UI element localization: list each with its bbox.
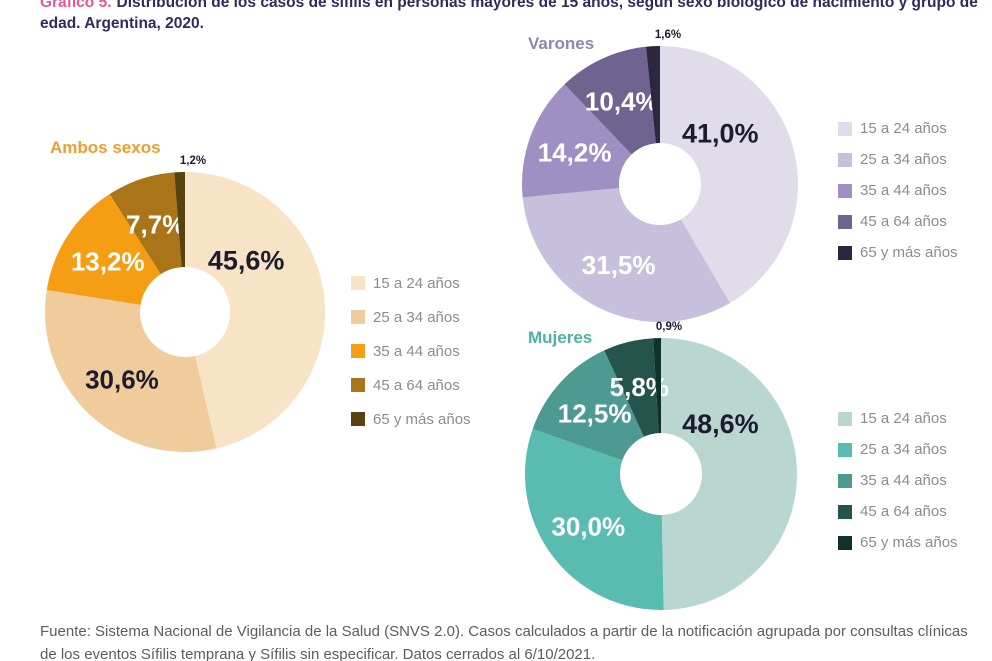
slice-percentage-label: 41,0% bbox=[682, 118, 759, 148]
legend-label: 35 a 44 años bbox=[860, 472, 947, 489]
slice-percentage-label: 7,7% bbox=[126, 209, 185, 239]
legend-swatch bbox=[838, 473, 852, 488]
legend-swatch bbox=[838, 411, 852, 426]
legend-label: 35 a 44 años bbox=[373, 342, 460, 360]
legend-swatch bbox=[351, 276, 365, 290]
legend-swatch bbox=[838, 152, 852, 167]
figure-title-text: Distribución de los casos de sífilis en … bbox=[40, 0, 978, 32]
slice-percentage-label: 45,6% bbox=[208, 246, 285, 276]
pie-slice bbox=[522, 84, 632, 198]
legend-label: 15 a 24 años bbox=[860, 410, 947, 427]
slice-percentage-label: 0,9% bbox=[656, 321, 682, 333]
legend-label: 45 a 64 años bbox=[373, 376, 460, 394]
pie-slice bbox=[653, 338, 661, 434]
legend-swatch bbox=[838, 504, 852, 519]
source-note: Fuente: Sistema Nacional de Vigilancia d… bbox=[40, 623, 968, 661]
legend-label: 15 a 24 años bbox=[860, 120, 947, 137]
slice-percentage-label: 1,2% bbox=[180, 155, 206, 167]
legend-ambos-sexos: 15 a 24 años 25 a 34 años 35 a 44 años 45 a… bbox=[351, 266, 471, 436]
legend-item: 45 a 64 años bbox=[351, 368, 471, 402]
pie-slice bbox=[185, 172, 326, 449]
legend-item: 15 a 24 años bbox=[838, 403, 958, 434]
legend-label: 65 y más años bbox=[373, 410, 471, 428]
pie-slice bbox=[660, 46, 799, 303]
pie-slice bbox=[645, 46, 660, 144]
figure-number: Gráfico 5. bbox=[40, 0, 112, 11]
pie-slice bbox=[174, 172, 185, 268]
legend-label: 15 a 24 años bbox=[373, 274, 460, 292]
donut-chart-ambos-sexos: 45,6% 30,6% 13,2% 7,7% 1,2% bbox=[45, 155, 326, 453]
legend-label: 65 y más años bbox=[860, 244, 958, 261]
legend-swatch bbox=[351, 378, 365, 392]
legend-item: 35 a 44 años bbox=[838, 465, 958, 496]
donut-chart-varones: 41,0% 31,5% 14,2% 10,4% 1,6% bbox=[522, 29, 799, 323]
legend-swatch bbox=[838, 214, 852, 229]
legend-label: 45 a 64 años bbox=[860, 503, 947, 520]
legend-label: 65 y más años bbox=[860, 534, 958, 551]
legend-mujeres: 15 a 24 años 25 a 34 años 35 a 44 años 45 a… bbox=[838, 403, 958, 558]
pie-slice bbox=[45, 289, 217, 453]
legend-swatch bbox=[838, 535, 852, 550]
legend-swatch bbox=[838, 183, 852, 198]
figure-title: Gráfico 5. Distribución de los casos de s… bbox=[40, 0, 984, 34]
legend-label: 35 a 44 años bbox=[860, 182, 947, 199]
chart-title-mujeres: Mujeres bbox=[528, 328, 593, 347]
legend-swatch bbox=[351, 344, 365, 358]
pie-slice bbox=[661, 338, 797, 610]
pie-slice bbox=[46, 194, 161, 305]
pie-slice bbox=[532, 350, 644, 461]
pie-slice bbox=[564, 46, 656, 155]
slice-percentage-label: 13,2% bbox=[71, 246, 145, 276]
pie-slice bbox=[604, 338, 659, 437]
legend-swatch bbox=[351, 412, 365, 426]
legend-swatch bbox=[838, 245, 852, 260]
legend-item: 25 a 34 años bbox=[838, 434, 958, 465]
legend-item: 25 a 34 años bbox=[351, 300, 471, 334]
legend-item: 65 y más años bbox=[838, 237, 958, 268]
chart-title-varones: Varones bbox=[528, 34, 595, 53]
pie-slice bbox=[109, 172, 182, 275]
legend-label: 25 a 34 años bbox=[373, 308, 460, 326]
donut-chart-mujeres: 48,6%30,0%12,5%5,8%0,9% bbox=[525, 321, 797, 610]
pie-slice bbox=[525, 428, 664, 610]
chart-title-ambos-sexos: Ambos sexos bbox=[50, 138, 161, 157]
legend-item: 45 a 64 años bbox=[838, 206, 958, 237]
legend-varones: 15 a 24 años 25 a 34 años 35 a 44 años 45 a… bbox=[838, 113, 958, 268]
slice-percentage-label: 31,5% bbox=[582, 250, 656, 280]
legend-item: 35 a 44 años bbox=[351, 334, 471, 368]
slice-percentage-label: 12,5% bbox=[558, 399, 632, 429]
legend-swatch bbox=[838, 121, 852, 136]
pie-slice bbox=[522, 187, 730, 323]
legend-item: 45 a 64 años bbox=[838, 496, 958, 527]
slice-percentage-label: 48,6% bbox=[682, 409, 759, 439]
slice-percentage-label: 30,6% bbox=[85, 365, 159, 395]
slice-percentage-label: 30,0% bbox=[551, 512, 625, 542]
legend-item: 65 y más años bbox=[351, 402, 471, 436]
legend-label: 25 a 34 años bbox=[860, 151, 947, 168]
legend-item: 15 a 24 años bbox=[351, 266, 471, 300]
legend-item: 15 a 24 años bbox=[838, 113, 958, 144]
legend-item: 35 a 44 años bbox=[838, 175, 958, 206]
legend-swatch bbox=[838, 442, 852, 457]
slice-percentage-label: 10,4% bbox=[585, 86, 659, 116]
slice-percentage-label: 14,2% bbox=[538, 137, 612, 167]
legend-item: 25 a 34 años bbox=[838, 144, 958, 175]
legend-label: 25 a 34 años bbox=[860, 441, 947, 458]
slice-percentage-label: 1,6% bbox=[655, 29, 681, 41]
legend-label: 45 a 64 años bbox=[860, 213, 947, 230]
legend-item: 65 y más años bbox=[838, 527, 958, 558]
legend-swatch bbox=[351, 310, 365, 324]
